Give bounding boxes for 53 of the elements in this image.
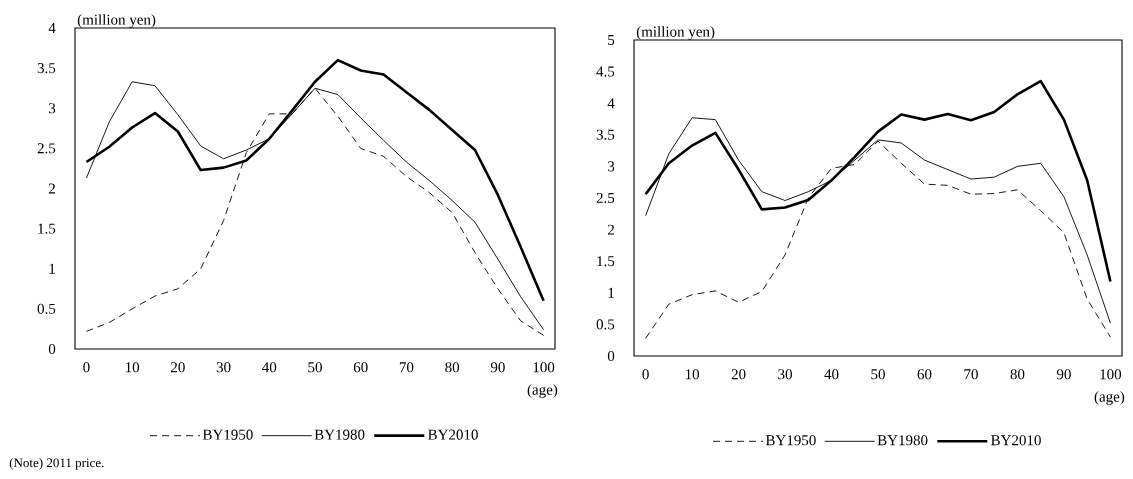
- x-tick-label: 70: [964, 369, 978, 380]
- x-axis-title: (age): [1094, 391, 1125, 405]
- x-axis-title: (age): [527, 384, 558, 398]
- legend-label: BY1950: [765, 435, 816, 446]
- y-tick-label: 3.5: [596, 129, 615, 140]
- x-tick-label: 40: [824, 369, 839, 380]
- x-tick-label: 50: [308, 362, 322, 373]
- y-tick-label: 2: [607, 224, 614, 235]
- x-tick-label: 80: [445, 362, 460, 373]
- y-tick-label: 2.5: [596, 192, 615, 204]
- x-tick-label: 20: [731, 369, 746, 380]
- y-tick-label: 4.5: [596, 66, 615, 77]
- y-axis-title: (million yen): [636, 26, 715, 40]
- y-tick-label: 4: [48, 23, 56, 33]
- y-tick-label: 5: [608, 35, 615, 45]
- y-tick-label: 2.5: [37, 143, 56, 154]
- y-tick-label: 0.5: [596, 319, 615, 330]
- x-tick-label: 40: [262, 362, 277, 373]
- y-tick-label: 3: [608, 161, 615, 172]
- y-tick-label: 2: [48, 183, 55, 194]
- x-tick-label: 10: [685, 369, 700, 380]
- x-tick-label: 80: [1010, 369, 1025, 380]
- y-tick-label: 4: [607, 98, 615, 109]
- legend-label: BY1950: [202, 429, 253, 440]
- x-tick-label: 90: [1056, 369, 1071, 380]
- y-tick-label: 0: [607, 350, 615, 362]
- x-tick-label: 60: [353, 362, 368, 373]
- y-tick-label: 3: [49, 103, 56, 114]
- y-tick-label: 1: [608, 287, 614, 298]
- x-tick-label: 100: [1100, 369, 1122, 380]
- x-tick-label: 10: [125, 362, 140, 373]
- x-tick-label: 50: [871, 369, 885, 380]
- x-tick-label: 90: [490, 362, 505, 373]
- x-tick-label: 20: [171, 362, 185, 373]
- x-tick-label: 70: [399, 362, 414, 373]
- legend-label: BY2010: [428, 429, 478, 440]
- legend-label: BY1980: [877, 435, 928, 446]
- x-tick-label: 100: [533, 362, 555, 373]
- y-tick-label: 1.5: [597, 256, 615, 267]
- y-tick-label: 0: [48, 343, 56, 355]
- legend-label: BY1980: [314, 429, 365, 440]
- x-tick-label: 30: [216, 362, 231, 373]
- text: (Note) 2011 price.: [9, 458, 104, 470]
- x-tick-label: 0: [642, 369, 649, 380]
- y-tick-label: 1: [49, 263, 55, 274]
- x-tick-label: 0: [83, 362, 90, 373]
- y-tick-label: 1.5: [38, 223, 56, 234]
- x-tick-label: 60: [917, 369, 932, 380]
- legend-label: BY2010: [991, 435, 1041, 446]
- y-tick-label: 3.5: [37, 63, 56, 74]
- x-tick-label: 30: [778, 369, 792, 380]
- y-tick-label: 0.5: [37, 303, 56, 314]
- y-axis-title: (million yen): [77, 14, 156, 28]
